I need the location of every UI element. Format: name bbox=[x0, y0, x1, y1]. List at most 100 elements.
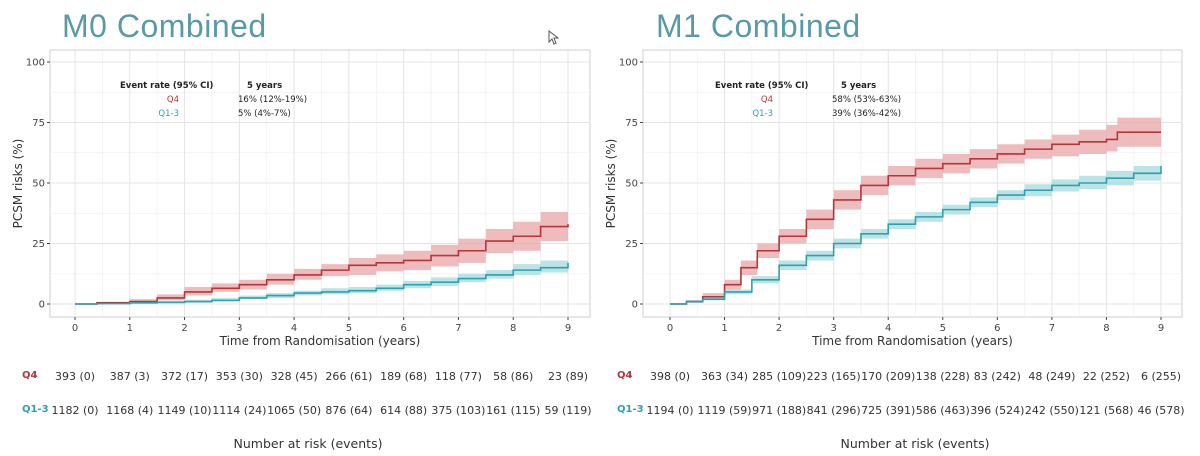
x-tick-label: 1 bbox=[721, 323, 727, 334]
x-tick-label: 4 bbox=[885, 323, 891, 334]
series-line-q4 bbox=[75, 224, 569, 305]
risk-cell: 725 (391) bbox=[861, 404, 916, 417]
x-tick-label: 3 bbox=[236, 323, 242, 334]
risk-cell: 971 (188) bbox=[752, 404, 807, 417]
ci-band-q4 bbox=[75, 209, 568, 304]
risk-cell: 161 (115) bbox=[486, 404, 541, 417]
x-axis-label: Time from Randomisation (years) bbox=[219, 334, 421, 348]
risk-cell: 328 (45) bbox=[270, 370, 318, 383]
risk-cell: 223 (165) bbox=[806, 370, 861, 383]
x-tick-label: 9 bbox=[1158, 323, 1164, 334]
y-tick-label: 50 bbox=[625, 179, 638, 190]
x-tick-label: 6 bbox=[400, 323, 406, 334]
risk-row-label: Q1-3 bbox=[22, 404, 49, 415]
x-tick-label: 5 bbox=[346, 323, 352, 334]
y-tick-label: 25 bbox=[32, 239, 45, 250]
chart-title: M1 Combined bbox=[656, 8, 861, 44]
risk-cell: 46 (578) bbox=[1137, 404, 1185, 417]
x-tick-label: 0 bbox=[72, 323, 78, 334]
x-tick-label: 7 bbox=[455, 323, 461, 334]
chart-title: M0 Combined bbox=[62, 8, 267, 44]
risk-cell: 121 (568) bbox=[1079, 404, 1134, 417]
x-tick-label: 9 bbox=[565, 323, 571, 334]
mouse-pointer-icon bbox=[548, 30, 560, 45]
risk-cell: 138 (228) bbox=[915, 370, 970, 383]
legend-entry-name: Q4 bbox=[167, 95, 179, 105]
y-tick-label: 75 bbox=[32, 118, 45, 129]
legend-entry-name: Q1-3 bbox=[752, 109, 773, 119]
risk-cell: 375 (103) bbox=[431, 404, 486, 417]
series-line-q1-3 bbox=[670, 166, 1162, 305]
x-tick-label: 4 bbox=[291, 323, 297, 334]
series-line-q1-3 bbox=[75, 262, 569, 305]
x-tick-label: 8 bbox=[510, 323, 516, 334]
risk-cell: 170 (209) bbox=[861, 370, 916, 383]
y-tick-label: 0 bbox=[632, 300, 638, 311]
panel-m0: M0 Combined 0 1 2 3 4 5 6 7 8 9 0 25 50 75 100 Time fro… bbox=[11, 8, 592, 451]
x-tick-label: 0 bbox=[667, 323, 673, 334]
risk-cell: 242 (550) bbox=[1024, 404, 1079, 417]
risk-cell: 48 (249) bbox=[1028, 370, 1076, 383]
risk-table-footer: Number at risk (events) bbox=[840, 436, 990, 451]
risk-cell: 1194 (0) bbox=[646, 404, 694, 417]
risk-cell: 118 (77) bbox=[434, 370, 482, 383]
risk-cell: 396 (524) bbox=[970, 404, 1025, 417]
risk-row-label: Q4 bbox=[22, 370, 38, 381]
y-tick-label: 0 bbox=[39, 300, 45, 311]
ci-band-q1-3 bbox=[75, 255, 568, 304]
risk-cell: 614 (88) bbox=[380, 404, 428, 417]
risk-cell: 393 (0) bbox=[54, 370, 96, 383]
x-tick-label: 7 bbox=[1049, 323, 1055, 334]
risk-cell: 59 (119) bbox=[544, 404, 592, 417]
y-tick-label: 50 bbox=[32, 179, 45, 190]
risk-cell: 6 (255) bbox=[1140, 370, 1182, 383]
y-tick-label: 75 bbox=[625, 118, 638, 129]
x-axis-label: Time from Randomisation (years) bbox=[811, 334, 1013, 348]
x-tick-label: 6 bbox=[994, 323, 1000, 334]
risk-cell: 1168 (4) bbox=[106, 404, 154, 417]
y-tick-label: 25 bbox=[625, 239, 638, 250]
x-tick-label: 3 bbox=[830, 323, 836, 334]
risk-cell: 363 (34) bbox=[701, 370, 749, 383]
risk-cell: 353 (30) bbox=[215, 370, 263, 383]
risk-cell: 586 (463) bbox=[915, 404, 970, 417]
x-tick-label: 2 bbox=[776, 323, 782, 334]
risk-cell: 398 (0) bbox=[649, 370, 691, 383]
risk-cell: 1182 (0) bbox=[51, 404, 99, 417]
risk-row-label: Q4 bbox=[617, 370, 633, 381]
risk-row-label: Q1-3 bbox=[617, 404, 644, 415]
legend-entry-name: Q4 bbox=[761, 95, 773, 105]
km-plot-m0: 0 1 2 3 4 5 6 7 8 9 0 25 50 75 100 Time from Randomisat… bbox=[11, 49, 591, 348]
x-tick-label: 8 bbox=[1103, 323, 1109, 334]
x-tick-label: 1 bbox=[127, 323, 133, 334]
risk-cell: 189 (68) bbox=[380, 370, 428, 383]
legend-entry-value: 5% (4%-7%) bbox=[238, 109, 291, 119]
risk-cell: 22 (252) bbox=[1082, 370, 1130, 383]
risk-cell: 266 (61) bbox=[325, 370, 373, 383]
panel-m1: M1 Combined 0 1 2 3 4 5 6 7 8 9 0 25 50 75 100 Time fro… bbox=[600, 0, 1200, 456]
x-tick-label: 5 bbox=[940, 323, 946, 334]
legend-header-label: Event rate (95% CI) bbox=[120, 81, 213, 91]
risk-cell: 841 (296) bbox=[806, 404, 861, 417]
ci-band-q1-3 bbox=[670, 158, 1161, 304]
x-tick-label: 2 bbox=[181, 323, 187, 334]
risk-cell: 1065 (50) bbox=[267, 404, 322, 417]
y-axis-label: PCSM risks (%) bbox=[604, 139, 618, 229]
legend-entry-value: 58% (53%-63%) bbox=[832, 95, 901, 105]
legend-entry-value: 39% (36%-42%) bbox=[832, 109, 901, 119]
legend-header-label: Event rate (95% CI) bbox=[715, 81, 808, 91]
risk-cell: 83 (242) bbox=[973, 370, 1021, 383]
risk-cell: 876 (64) bbox=[325, 404, 373, 417]
risk-cell: 1149 (10) bbox=[157, 404, 212, 417]
legend-entry-value: 16% (12%-19%) bbox=[238, 95, 307, 105]
km-plot-m1: 0 1 2 3 4 5 6 7 8 9 0 25 50 75 100 Time from Randomisat… bbox=[604, 49, 1183, 348]
legend-entry-name: Q1-3 bbox=[158, 109, 179, 119]
risk-cell: 1119 (59) bbox=[697, 404, 752, 417]
y-tick-label: 100 bbox=[26, 58, 45, 69]
series-line-q4 bbox=[670, 131, 1161, 305]
risk-cell: 285 (109) bbox=[752, 370, 807, 383]
risk-cell: 387 (3) bbox=[109, 370, 150, 383]
risk-cell: 23 (89) bbox=[547, 370, 589, 383]
legend-header-value: 5 years bbox=[247, 81, 282, 91]
risk-cell: 1114 (24) bbox=[212, 404, 267, 417]
